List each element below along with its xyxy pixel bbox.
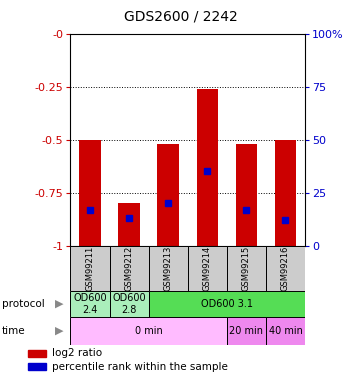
Bar [28, 350, 45, 357]
Bar [157, 144, 179, 246]
Text: 0 min: 0 min [135, 326, 162, 336]
Bar [236, 144, 257, 246]
FancyBboxPatch shape [266, 246, 305, 291]
FancyBboxPatch shape [109, 291, 149, 317]
Text: GSM99212: GSM99212 [125, 246, 134, 291]
FancyBboxPatch shape [70, 246, 109, 291]
Text: OD600
2.4: OD600 2.4 [73, 293, 107, 315]
Bar [275, 140, 296, 246]
Text: time: time [2, 326, 25, 336]
Text: OD600 3.1: OD600 3.1 [201, 299, 253, 309]
Text: GSM99215: GSM99215 [242, 246, 251, 291]
Text: 20 min: 20 min [229, 326, 264, 336]
FancyBboxPatch shape [227, 317, 266, 345]
FancyBboxPatch shape [70, 317, 227, 345]
Bar [79, 140, 101, 246]
Text: OD600
2.8: OD600 2.8 [112, 293, 146, 315]
Text: 40 min: 40 min [269, 326, 303, 336]
FancyBboxPatch shape [266, 317, 305, 345]
Text: protocol: protocol [2, 299, 44, 309]
FancyBboxPatch shape [149, 246, 188, 291]
Bar [118, 203, 140, 246]
Bar [28, 363, 45, 370]
Text: ▶: ▶ [55, 326, 64, 336]
Text: GSM99214: GSM99214 [203, 246, 212, 291]
Text: percentile rank within the sample: percentile rank within the sample [52, 362, 228, 372]
FancyBboxPatch shape [70, 291, 109, 317]
Text: log2 ratio: log2 ratio [52, 348, 102, 358]
FancyBboxPatch shape [188, 246, 227, 291]
Text: GDS2600 / 2242: GDS2600 / 2242 [123, 9, 238, 23]
FancyBboxPatch shape [227, 246, 266, 291]
FancyBboxPatch shape [109, 246, 149, 291]
Text: GSM99213: GSM99213 [164, 246, 173, 291]
Text: GSM99211: GSM99211 [86, 246, 95, 291]
Text: ▶: ▶ [55, 299, 64, 309]
Text: GSM99216: GSM99216 [281, 246, 290, 291]
Bar [196, 89, 218, 246]
FancyBboxPatch shape [149, 291, 305, 317]
